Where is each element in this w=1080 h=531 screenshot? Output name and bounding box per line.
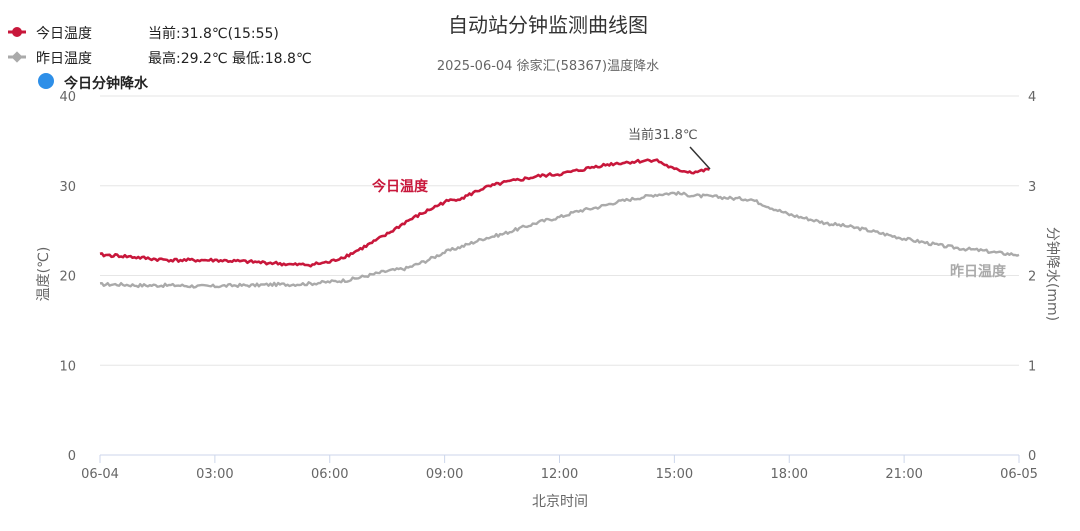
series-line-0[interactable]	[99, 158, 710, 268]
x-tick-label: 06:00	[311, 467, 348, 482]
legend-item-yesterday[interactable]: 昨日温度 最高:29.2℃ 最低:18.8℃	[8, 50, 312, 67]
chart-title: 自动站分钟监测曲线图	[448, 13, 648, 37]
x-tick-label: 15:00	[656, 467, 693, 482]
series	[99, 158, 1020, 289]
y2-tick-label: 3	[1028, 180, 1036, 195]
y-tick-label: 0	[68, 449, 76, 464]
legend-precip-label: 今日分钟降水	[63, 75, 149, 92]
axes: 0 0 10 1 20 2 30 3 40 4 06-04 03:00 06:00 09:00 12:00 1…	[59, 90, 1037, 482]
y2-tick-label: 2	[1028, 270, 1036, 285]
y2-axis-title: 分钟降水(mm)	[1044, 227, 1061, 321]
y2-tick-label: 0	[1028, 449, 1036, 464]
x-tick-label: 06-04	[81, 467, 119, 482]
legend-today-dot-icon	[12, 27, 22, 37]
current-value-callout-line	[689, 146, 711, 170]
x-tick-label: 21:00	[885, 467, 922, 482]
series-line-1[interactable]	[99, 190, 1020, 289]
legend-item-today[interactable]: 今日温度 当前:31.8℃(15:55)	[8, 25, 279, 42]
legend-today-label: 今日温度	[36, 26, 92, 42]
legend-today-info: 当前:31.8℃(15:55)	[148, 25, 279, 42]
y2-tick-label: 1	[1028, 359, 1036, 374]
today-series-label: 今日温度	[371, 178, 429, 195]
x-tick-label: 03:00	[196, 467, 233, 482]
y-tick-label: 10	[59, 359, 76, 374]
x-tick-label: 06-05	[1000, 467, 1038, 482]
y2-tick-label: 4	[1028, 90, 1036, 105]
x-tick-label: 12:00	[541, 467, 578, 482]
yesterday-series-label: 昨日温度	[950, 263, 1007, 280]
legend-item-precip[interactable]: 今日分钟降水	[38, 73, 149, 92]
y-tick-label: 30	[59, 180, 76, 195]
chart-subtitle: 2025-06-04 徐家汇(58367)温度降水	[437, 58, 659, 74]
legend-yesterday-info: 最高:29.2℃ 最低:18.8℃	[148, 50, 312, 67]
y-tick-label: 20	[59, 270, 76, 285]
legend-precip-dot-icon	[38, 73, 54, 89]
current-value-annotation: 当前31.8℃	[628, 127, 698, 143]
legend-yesterday-diamond-icon	[11, 51, 23, 63]
legend-yesterday-label: 昨日温度	[36, 51, 92, 67]
x-tick-label: 09:00	[426, 467, 463, 482]
y-axis-title: 温度(℃)	[36, 247, 52, 302]
legend: 今日温度 当前:31.8℃(15:55) 昨日温度 最高:29.2℃ 最低:18…	[8, 25, 312, 92]
grid	[100, 95, 1019, 456]
y-tick-label: 40	[59, 90, 76, 105]
x-tick-label: 18:00	[771, 467, 808, 482]
x-axis-title: 北京时间	[532, 494, 588, 510]
